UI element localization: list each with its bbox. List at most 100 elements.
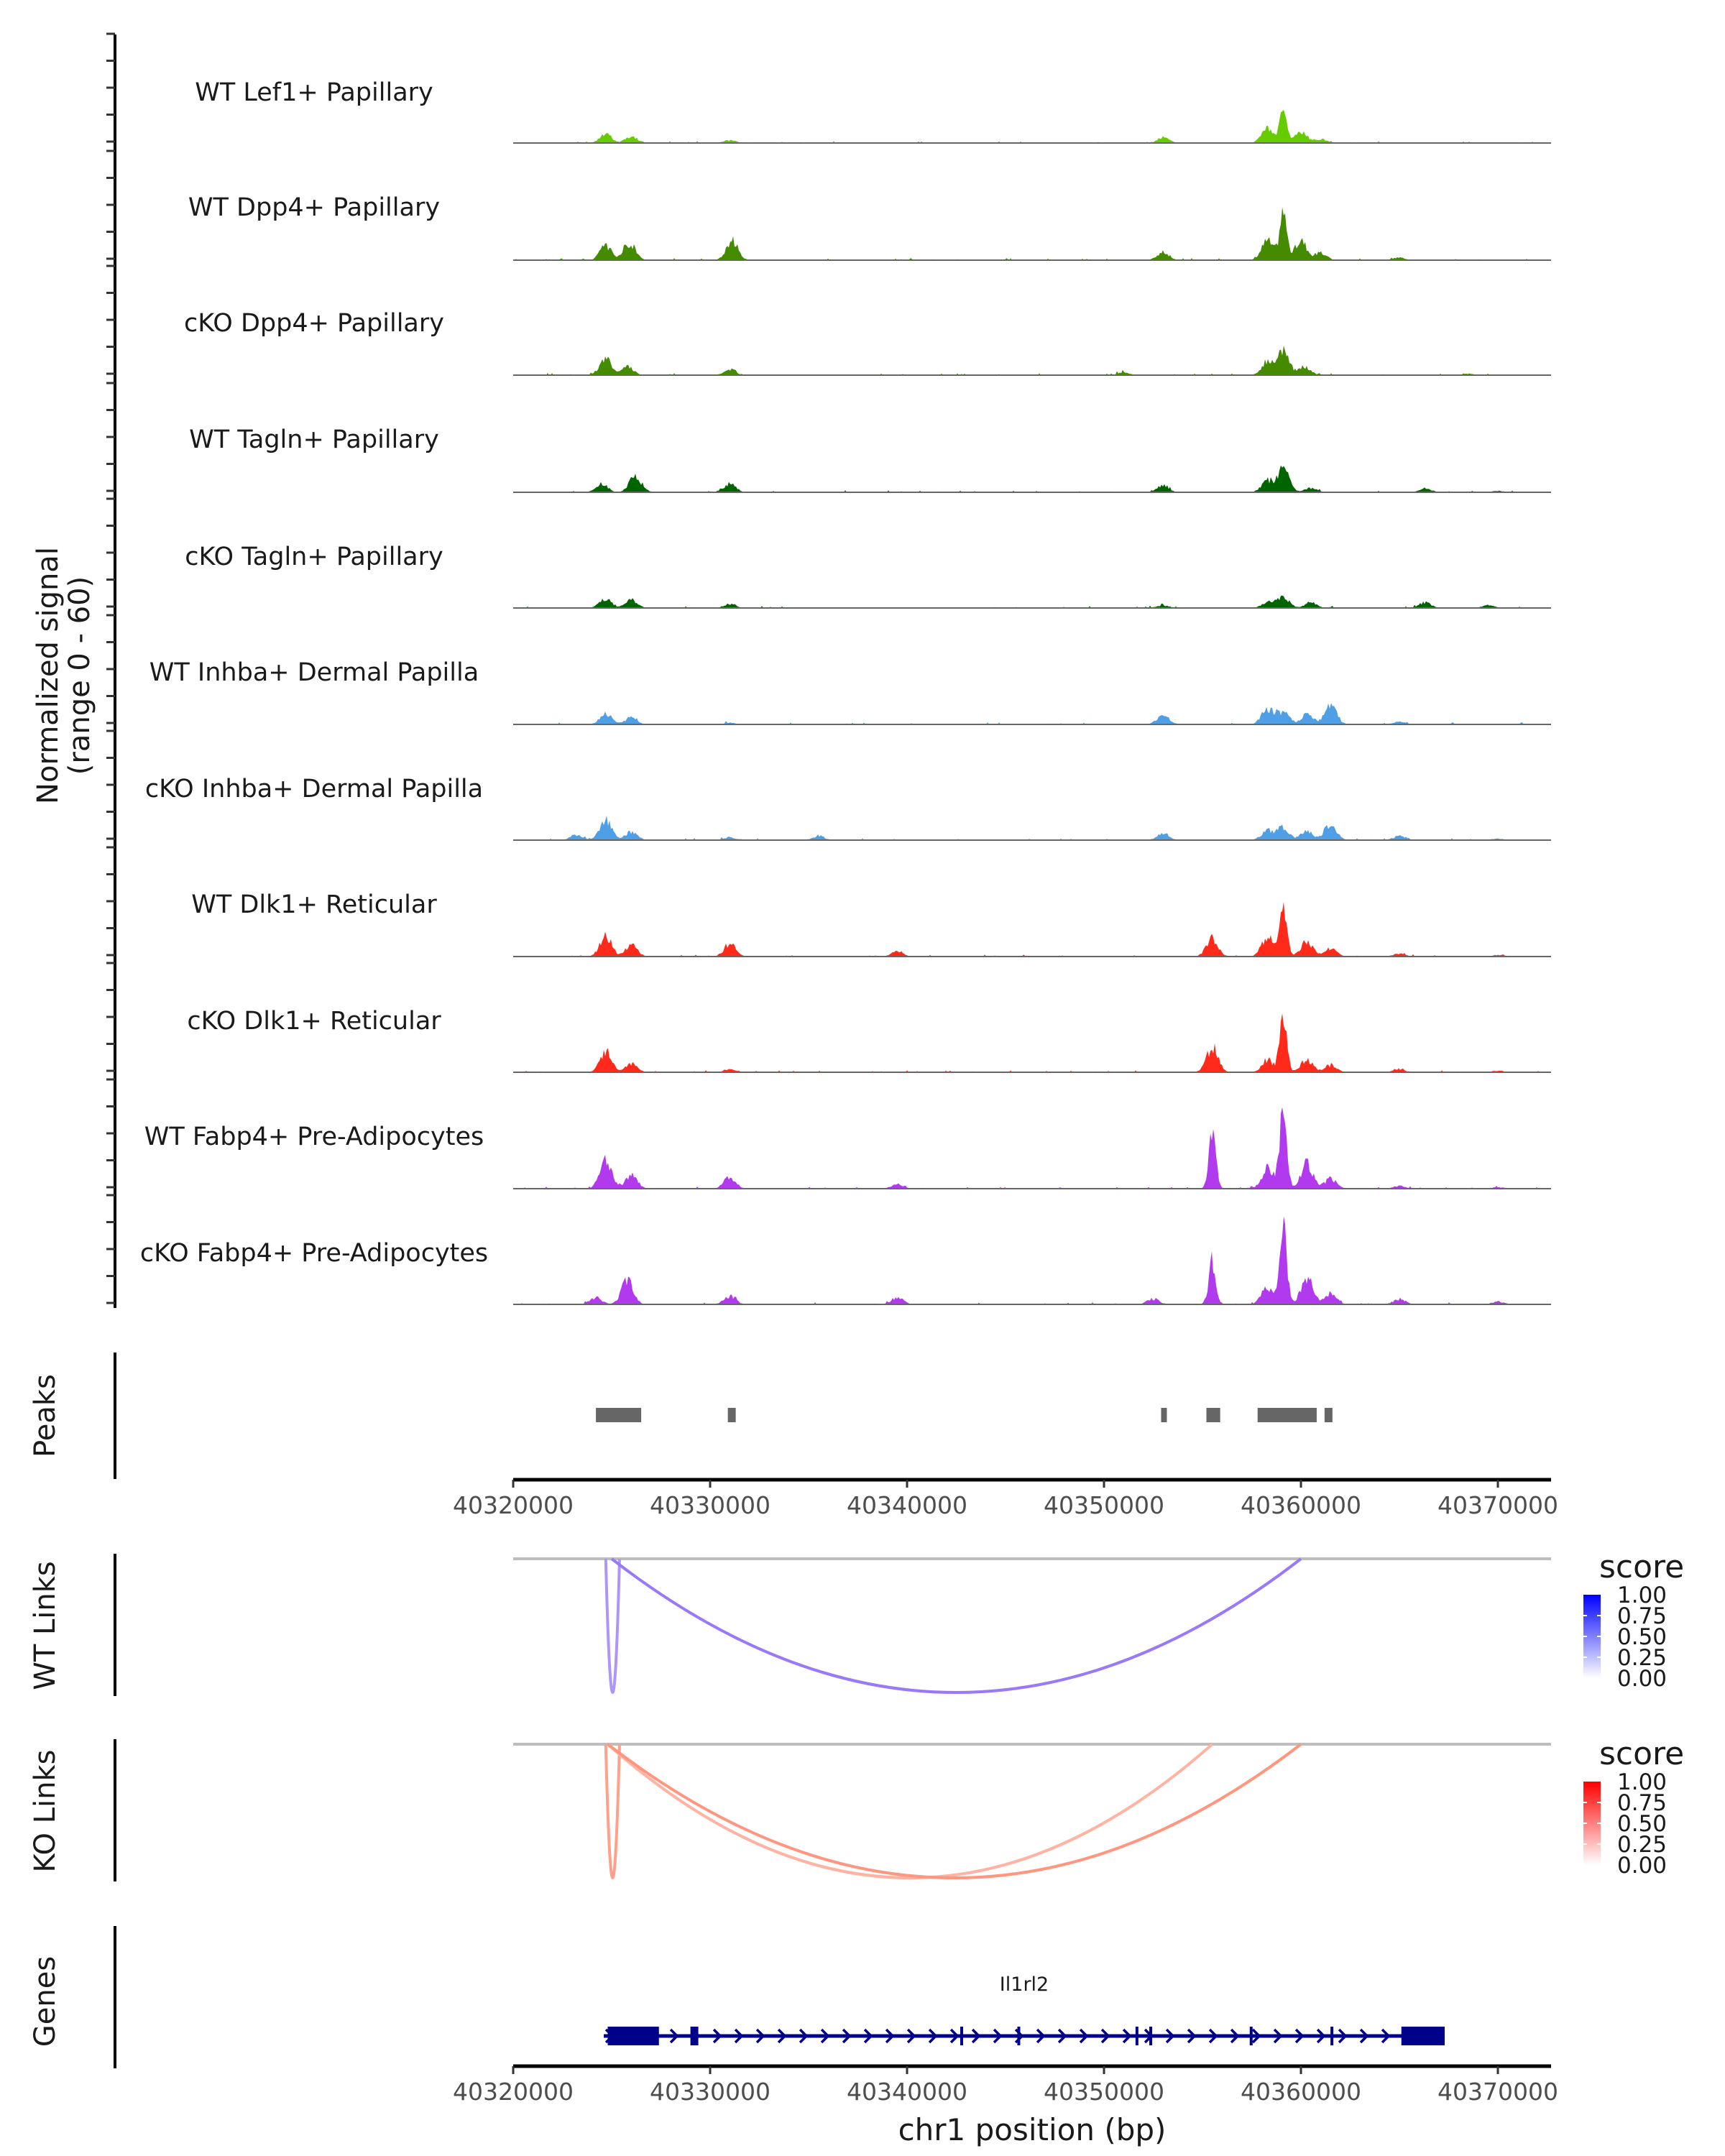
genes-track: Il1rl2 [604,1973,1445,2045]
peak-region [727,1408,736,1422]
x-tick-label: 40340000 [847,2078,967,2106]
strand-arrow [1208,2028,1218,2044]
links-track [513,1743,1551,1879]
coverage-track: WT Dpp4+ Papillary [188,193,1551,261]
peak-region [596,1408,642,1422]
coverage-track: cKO Tagln+ Papillary [185,543,1551,609]
legend-tick-label: 0.50 [1617,1811,1667,1837]
exon [960,2027,963,2045]
track-label: WT Inhba+ Dermal Papilla [150,658,479,687]
link-arc [607,1743,1214,1879]
link-arc [604,1743,621,1879]
coverage-area [513,595,1551,608]
track-label: WT Dlk1+ Reticular [191,890,437,919]
coverage-area [513,703,1551,724]
strand-arrow [1294,2028,1305,2044]
exon [607,2027,659,2045]
coverage-track: cKO Dpp4+ Papillary [184,309,1551,376]
strand-arrow [1316,2028,1326,2044]
strand-arrow [799,2028,809,2044]
strand-arrow [777,2028,787,2044]
coverage-track: WT Tagln+ Papillary [189,425,1551,493]
strand-arrow [928,2028,938,2044]
x-tick-label: 40350000 [1044,2078,1164,2106]
exon [1135,2027,1138,2045]
track-label: WT Fabp4+ Pre-Adipocytes [144,1123,484,1151]
coverage-track: cKO Fabp4+ Pre-Adipocytes [140,1216,1551,1305]
x-tick-label: 40340000 [847,1491,967,1519]
exon [1149,2027,1153,2045]
track-label: cKO Inhba+ Dermal Papilla [145,775,483,803]
strand-arrow [949,2028,960,2044]
links-track [513,1557,1551,1694]
coverage-track: WT Dlk1+ Reticular [191,890,1551,957]
legend-tick-label: 0.75 [1617,1790,1667,1816]
strand-arrow [712,2028,722,2044]
coverage-area [513,901,1551,957]
coverage-area [513,465,1551,492]
exon [1249,2027,1253,2045]
legend-title: score [1599,1736,1684,1772]
strand-arrow [669,2028,679,2044]
track-label: cKO Dpp4+ Papillary [184,309,444,338]
gene: Il1rl2 [604,1973,1445,2045]
strand-arrow [993,2028,1003,2044]
link-arc [604,1558,621,1694]
strand-arrow [842,2028,852,2044]
wt-links-label: WT Links [29,1561,62,1690]
score-legends: score1.000.750.500.250.00score1.000.750.… [1583,1549,1684,1879]
strand-arrow [885,2028,895,2044]
strand-arrow [971,2028,981,2044]
legend-tick-label: 1.00 [1617,1769,1667,1795]
strand-arrow [1165,2028,1175,2044]
coverage-area [513,1107,1551,1189]
track-label: cKO Dlk1+ Reticular [187,1007,441,1036]
legend-tick-label: 1.00 [1617,1583,1667,1608]
legend-tick-label: 0.00 [1617,1666,1667,1692]
strand-arrow [1359,2028,1369,2044]
peaks-track [596,1408,1333,1422]
exon [1330,2027,1334,2045]
coverage-track: WT Lef1+ Papillary [195,78,1551,144]
legend-tick-label: 0.75 [1617,1603,1667,1629]
links-tracks [513,1557,1551,1879]
x-axis-top: 40320000 40330000 40340000 40350000 40360000… [453,1478,1558,1519]
track-label: cKO Fabp4+ Pre-Adipocytes [140,1239,488,1268]
strand-arrow [734,2028,744,2044]
ko-links-label: KO Links [29,1750,62,1873]
track-label: WT Lef1+ Papillary [195,78,433,107]
strand-arrow [1338,2028,1348,2044]
strand-arrow [1122,2028,1132,2044]
coverage-track: cKO Inhba+ Dermal Papilla [145,775,1551,841]
x-tick-label: 40320000 [453,1491,574,1519]
x-tick-label: 40330000 [650,1491,770,1519]
coverage-ylabel-line2: (range 0 - 60) [63,576,96,775]
coverage-area [513,346,1551,375]
coverage-track: cKO Dlk1+ Reticular [187,1007,1551,1073]
strand-arrow [1057,2028,1067,2044]
track-label: cKO Tagln+ Papillary [185,543,443,571]
x-tick-label: 40360000 [1241,2078,1361,2106]
coverage-tracks: WT Lef1+ Papillary WT Dpp4+ Papillary cKO … [140,78,1551,1305]
strand-arrow [1230,2028,1240,2044]
coverage-ylabel-line1: Normalized signal [32,547,65,804]
peak-region [1161,1408,1167,1422]
x-tick-label: 40350000 [1044,1491,1164,1519]
x-tick-label: 40330000 [650,2078,770,2106]
strand-arrow [1381,2028,1391,2044]
exon [1401,2027,1445,2045]
strand-arrow [1036,2028,1046,2044]
coverage-area [513,109,1551,143]
strand-arrow [1251,2028,1261,2044]
exon [1017,2027,1021,2045]
x-tick-label: 40370000 [1438,1491,1558,1519]
x-tick-label: 40370000 [1438,2078,1558,2106]
x-tick-label: 40320000 [453,2078,574,2106]
strand-arrow [906,2028,916,2044]
link-arc [610,1557,1302,1694]
peak-region [1324,1408,1333,1422]
x-tick-label: 40360000 [1241,1491,1361,1519]
